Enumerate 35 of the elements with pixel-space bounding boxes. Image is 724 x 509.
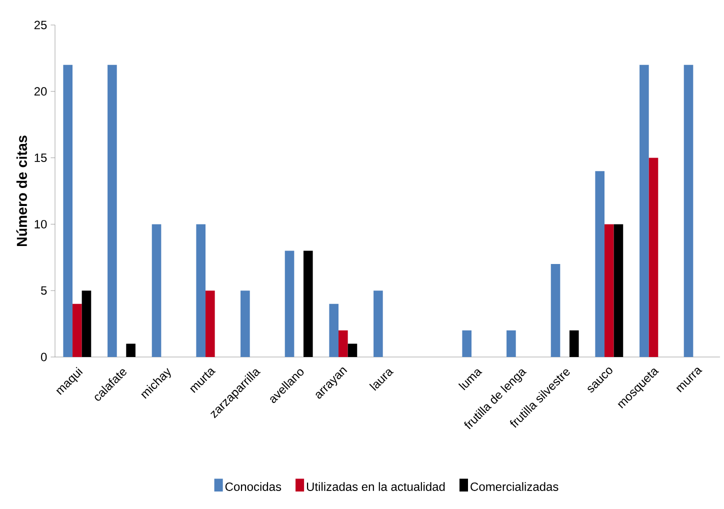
bar [595, 171, 605, 357]
bar [72, 304, 82, 357]
bar [338, 330, 348, 357]
bar [506, 330, 516, 357]
y-tick-label: 0 [41, 352, 47, 362]
bar [206, 290, 215, 357]
y-tick-label: 10 [34, 220, 47, 228]
y-tick-label: 5 [41, 286, 47, 295]
bar [126, 344, 136, 357]
y-tick-label: 20 [34, 87, 47, 96]
y-tick-label: 15 [34, 154, 47, 162]
bar [604, 224, 614, 357]
bar [684, 64, 694, 357]
bar [648, 158, 658, 357]
bar [82, 290, 92, 357]
bar [550, 264, 560, 357]
bar [614, 224, 624, 357]
legend-label: Comercializadas [470, 482, 558, 491]
bar [374, 290, 383, 357]
bar [284, 250, 294, 357]
bar [348, 344, 358, 357]
bar [303, 250, 313, 357]
legend-label: Conocidas [225, 482, 282, 491]
bar [196, 224, 206, 357]
bar [240, 290, 250, 357]
y-axis-title: Número de citas [16, 136, 27, 246]
legend-label: Utilizadas en la actualidad [306, 482, 445, 491]
bar [569, 330, 579, 357]
bar [462, 330, 472, 357]
bar [329, 304, 339, 357]
y-tick-label: 25 [34, 20, 47, 30]
bar [152, 224, 162, 357]
bar [640, 64, 649, 357]
bar [63, 64, 73, 357]
bar [108, 64, 117, 357]
